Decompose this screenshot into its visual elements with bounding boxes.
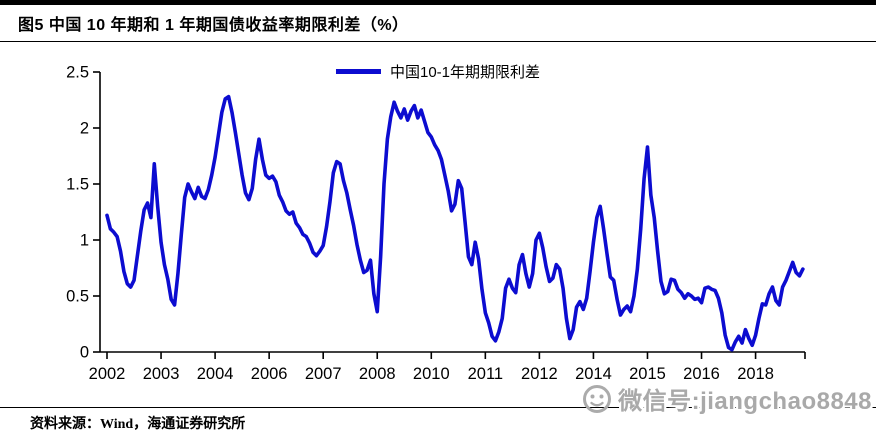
- y-axis-tick-label: 2: [80, 120, 89, 138]
- spread-series-line: [105, 94, 805, 352]
- y-axis-tick-label: 1: [80, 232, 89, 250]
- y-axis-tick-label: 0: [80, 344, 89, 362]
- x-axis-tick-label: 2006: [251, 365, 288, 383]
- x-axis-tick-label: 2003: [143, 365, 180, 383]
- x-axis-tick-label: 2018: [737, 365, 774, 383]
- top-border-bar: [0, 0, 876, 5]
- x-axis-tick-label: 2004: [197, 365, 234, 383]
- x-axis-tick-label: 2002: [89, 365, 126, 383]
- x-axis-tick-label: 2012: [521, 365, 558, 383]
- x-axis-tick-label: 2007: [305, 365, 342, 383]
- y-axis-tick-label: 0.5: [66, 288, 89, 306]
- x-axis-tick-label: 2008: [359, 365, 396, 383]
- x-axis-tick-label: 2014: [575, 365, 612, 383]
- figure-title: 图5 中国 10 年期和 1 年期国债收益率期限利差（%）: [18, 17, 409, 34]
- title-divider-line: [0, 41, 876, 42]
- x-axis-tick-label: 2015: [629, 365, 666, 383]
- x-axis-tick-label: 2011: [468, 365, 503, 383]
- legend-line-swatch: [335, 69, 381, 74]
- x-axis-tick-label: 2016: [683, 365, 720, 383]
- data-source-note: 资料来源：Wind，海通证券研究所: [30, 417, 246, 432]
- footer-divider-line: [0, 407, 876, 408]
- y-axis-tick-label: 2.5: [66, 64, 89, 82]
- y-axis-tick-label: 1.5: [66, 176, 89, 194]
- x-axis-tick-label: 2010: [413, 365, 450, 383]
- line-chart: 0 0.5 1 1.5 2 2.5 2002 2003 2004 2006 2007 2008 2010…: [66, 64, 806, 383]
- chart-legend: 中国10-1年期期限利差: [335, 61, 541, 82]
- legend-series-label: 中国10-1年期期限利差: [389, 64, 541, 81]
